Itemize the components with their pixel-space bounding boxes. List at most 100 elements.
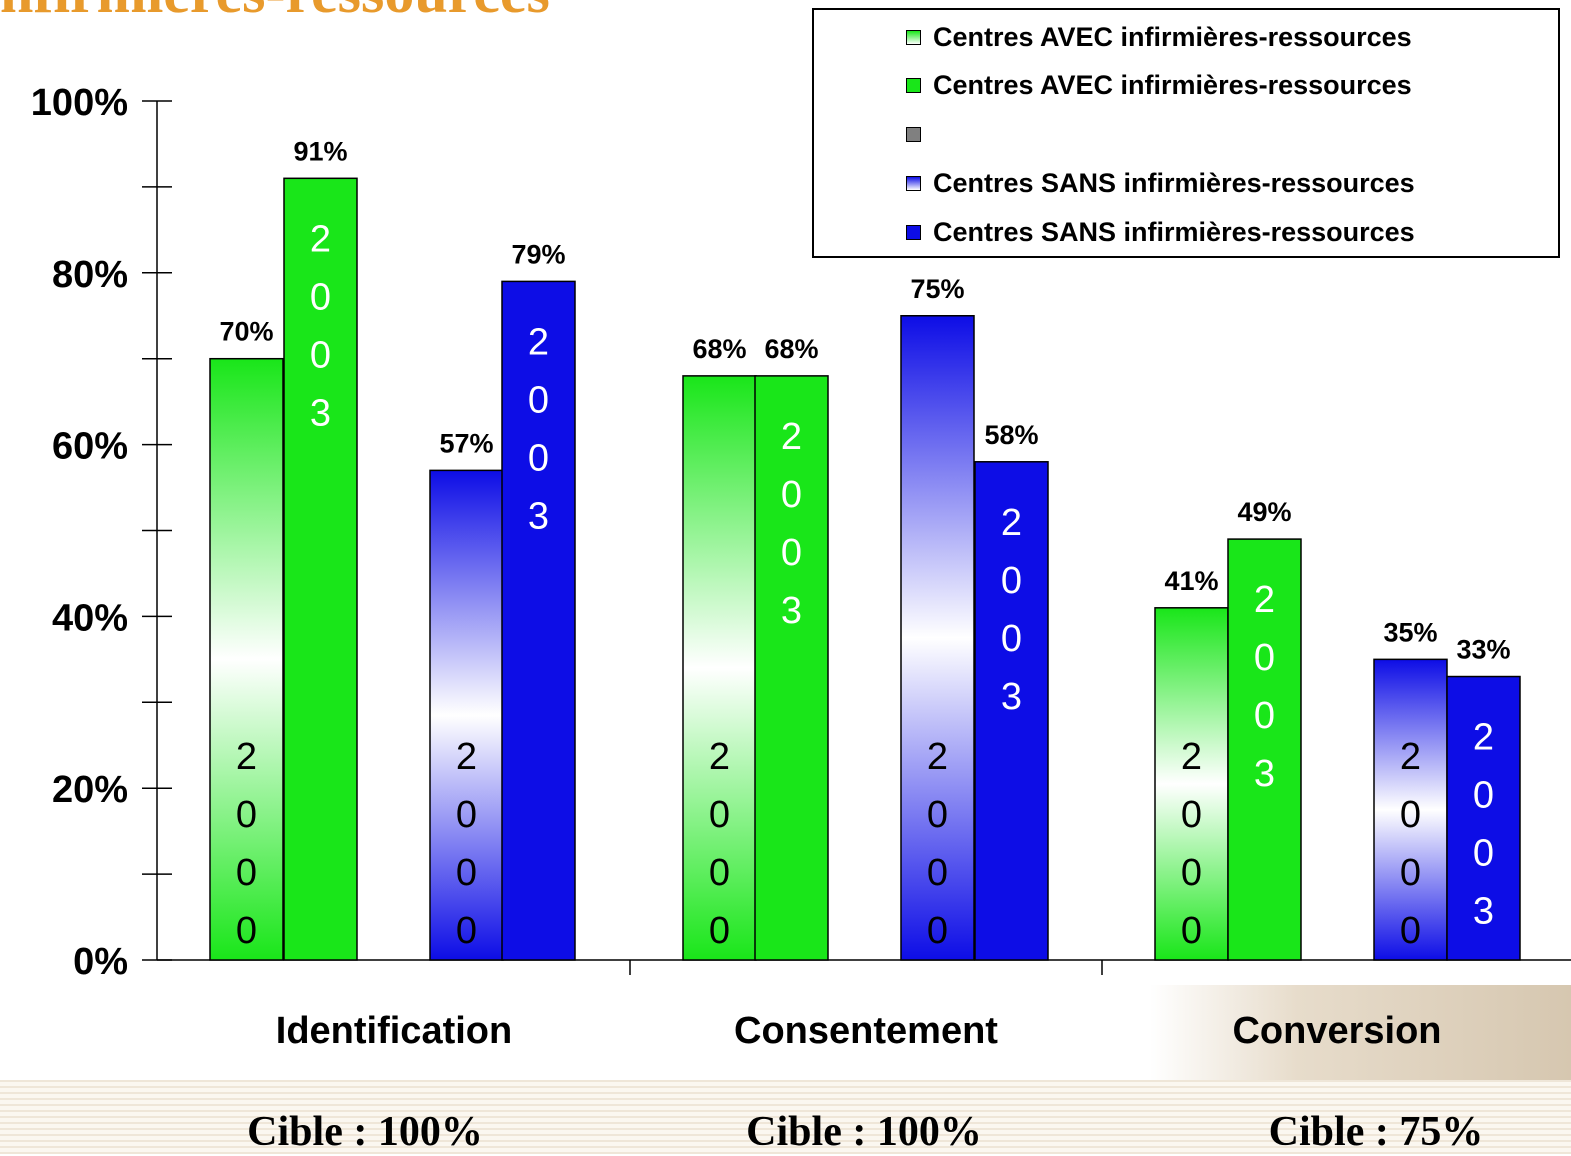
bar-year-digit: 3 (1473, 891, 1494, 933)
bar-year-digit: 0 (236, 910, 257, 952)
bar-value-label: 68% (764, 334, 818, 364)
legend-swatch (906, 29, 921, 45)
bar-value-label: 79% (511, 239, 565, 269)
bar-conversion-sans-2003 (1446, 675, 1521, 961)
bar-year-digit: 2 (1181, 736, 1202, 778)
bar-year-digit: 2 (310, 218, 331, 260)
bar-year-digit: 3 (528, 495, 549, 537)
bar-year-digit: 0 (1254, 637, 1275, 679)
bar-year-digit: 0 (781, 532, 802, 574)
bar-year-digit: 0 (709, 794, 730, 836)
bar-year-digit: 0 (1473, 775, 1494, 817)
bar-year-digit: 2 (709, 736, 730, 778)
bar-consentement-sans-2003 (974, 461, 1049, 961)
chart-legend: Centres AVEC infirmières-ressources Centr… (812, 8, 1560, 258)
bar-identification-sans-2003 (501, 280, 576, 961)
legend-item: Centres AVEC infirmières-ressources (906, 22, 1412, 52)
bar-conversion-sans-2000 (1373, 658, 1448, 961)
bar-year-digit: 2 (1001, 502, 1022, 544)
bar-value-label: 75% (910, 274, 964, 304)
bar-identification-sans-2000 (429, 469, 504, 961)
bar-year-digit: 2 (1473, 717, 1494, 759)
y-tick-label: 40% (52, 597, 128, 639)
bar-year-digit: 2 (236, 736, 257, 778)
bar-year-digit: 2 (781, 416, 802, 458)
bar-year-digit: 2 (927, 736, 948, 778)
legend-label: Centres SANS infirmières-ressources (933, 216, 1415, 247)
bar-value-label: 91% (293, 136, 347, 166)
bar-year-digit: 0 (1400, 852, 1421, 894)
bar-year-digit: 0 (709, 910, 730, 952)
bar-year-digit: 2 (456, 736, 477, 778)
legend-label: Centres AVEC infirmières-ressources (933, 69, 1412, 100)
target-conversion: Cible : 75% (1268, 1109, 1484, 1155)
bar-year-digit: 0 (236, 852, 257, 894)
legend-item (906, 119, 933, 149)
bar-value-label: 33% (1456, 635, 1510, 665)
bar-year-digit: 3 (310, 392, 331, 434)
bar-value-label: 57% (439, 428, 493, 458)
bar-year-digit: 0 (456, 852, 477, 894)
bar-year-digit: 0 (1473, 833, 1494, 875)
y-tick-label: 100% (31, 82, 128, 124)
bar-year-digit: 0 (456, 910, 477, 952)
legend-swatch (906, 175, 921, 191)
legend-item: Centres SANS infirmières-ressources (906, 168, 1415, 198)
bar-year-digit: 0 (1400, 910, 1421, 952)
bar-year-digit: 0 (310, 276, 331, 318)
bar-year-digit: 0 (1181, 794, 1202, 836)
bar-consentement-avec-2003 (754, 375, 829, 961)
legend-item: Centres AVEC infirmières-ressources (906, 70, 1412, 100)
bar-value-label: 49% (1237, 497, 1291, 527)
bar-value-label: 58% (984, 420, 1038, 450)
bar-year-digit: 0 (1001, 560, 1022, 602)
bar-year-digit: 0 (528, 379, 549, 421)
bar-year-digit: 3 (781, 590, 802, 632)
bar-year-digit: 2 (1254, 579, 1275, 621)
legend-swatch (906, 77, 921, 93)
legend-swatch (906, 126, 921, 142)
bar-value-label: 41% (1164, 566, 1218, 596)
y-tick-label: 20% (52, 769, 128, 811)
target-identification: Cible : 100% (247, 1109, 483, 1155)
legend-item: Centres SANS infirmières-ressources (906, 217, 1415, 247)
bar-year-digit: 0 (528, 437, 549, 479)
x-category-label: Conversion (1232, 1010, 1441, 1052)
bar-year-digit: 0 (927, 794, 948, 836)
bar-year-digit: 0 (456, 794, 477, 836)
legend-swatch (906, 224, 921, 240)
bar-consentement-sans-2000 (900, 315, 975, 961)
bar-conversion-avec-2003 (1227, 538, 1302, 961)
bar-year-digit: 0 (236, 794, 257, 836)
bar-year-digit: 3 (1001, 676, 1022, 718)
footer-band (0, 1080, 1571, 1154)
y-tick-label: 0% (73, 941, 128, 983)
x-category-label: Consentement (734, 1010, 998, 1052)
bar-year-digit: 3 (1254, 753, 1275, 795)
target-consentement: Cible : 100% (746, 1109, 982, 1155)
bar-year-digit: 0 (927, 852, 948, 894)
bar-year-digit: 0 (1254, 695, 1275, 737)
bar-identification-avec-2003 (283, 177, 358, 961)
bar-value-label: 68% (692, 334, 746, 364)
y-tick-label: 80% (52, 254, 128, 296)
bar-year-digit: 0 (1181, 910, 1202, 952)
legend-label: Centres SANS infirmières-ressources (933, 167, 1415, 198)
bar-value-label: 35% (1383, 617, 1437, 647)
x-category-label: Identification (276, 1010, 512, 1052)
slide-title: nfirmières-ressources (0, 0, 550, 27)
bar-year-digit: 0 (927, 910, 948, 952)
bar-year-digit: 0 (1001, 618, 1022, 660)
bar-year-digit: 0 (1400, 794, 1421, 836)
bar-value-label: 70% (219, 317, 273, 347)
bar-year-digit: 2 (1400, 736, 1421, 778)
y-tick-label: 60% (52, 426, 128, 468)
bar-year-digit: 0 (709, 852, 730, 894)
legend-label: Centres AVEC infirmières-ressources (933, 21, 1412, 52)
bar-identification-avec-2000 (209, 357, 284, 961)
bar-year-digit: 0 (1181, 852, 1202, 894)
bar-conversion-avec-2000 (1154, 607, 1229, 961)
bar-consentement-avec-2000 (682, 375, 757, 961)
